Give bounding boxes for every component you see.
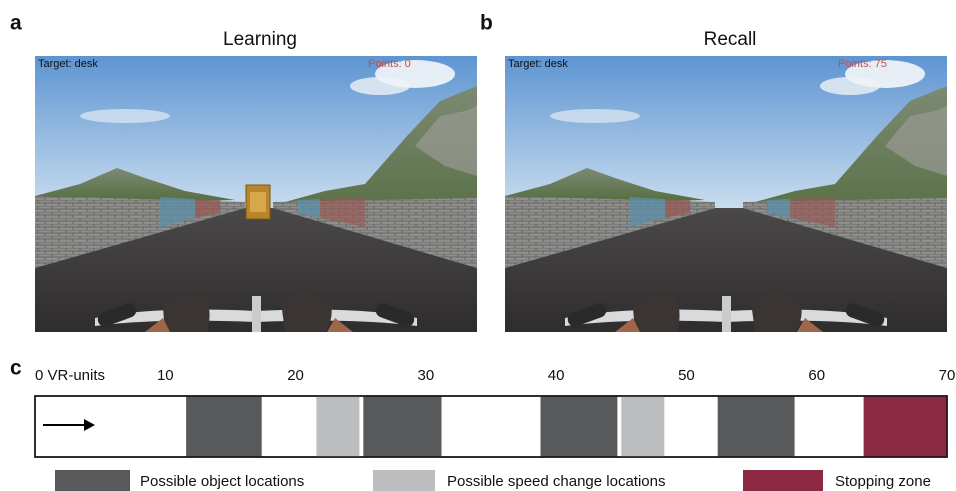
speed-zone (621, 396, 665, 457)
tick-label: 50 (678, 367, 695, 384)
arrow-head (84, 419, 95, 431)
legend-label: Possible object locations (140, 473, 304, 490)
tick-label: 40 (548, 367, 565, 384)
tick-label: 30 (418, 367, 435, 384)
object-zone (363, 396, 442, 457)
points-label: Points: 75 (838, 58, 887, 70)
legend-swatch (743, 470, 823, 491)
object-zone (540, 396, 618, 457)
legend-label: Stopping zone (835, 473, 931, 490)
tick-label: 70 (939, 367, 956, 384)
target-object-face (250, 192, 266, 212)
legend-swatch (373, 470, 435, 491)
target-label: Target: desk (38, 58, 98, 70)
panel-title: Recall (704, 29, 757, 50)
game-scene (505, 56, 947, 332)
object-zone (717, 396, 795, 457)
panels: a Learning Target: desk Points: 0 b Recall Tar… (10, 12, 947, 332)
legend: Possible object locations Possible speed … (55, 470, 931, 491)
panel-letter: c (10, 357, 22, 380)
legend-swatch (55, 470, 130, 491)
tick-label: 0 VR-units (35, 367, 105, 384)
tick-label: 20 (287, 367, 304, 384)
object-zone (186, 396, 262, 457)
track: c 0 VR-units 10 20 30 40 50 60 70 (10, 357, 956, 458)
panel-title: Learning (223, 29, 297, 50)
legend-label: Possible speed change locations (447, 473, 665, 490)
target-label: Target: desk (508, 58, 568, 70)
panel-letter: b (480, 12, 493, 35)
points-label: Points: 0 (368, 58, 411, 70)
track-border (34, 395, 948, 458)
panel-letter: a (10, 12, 22, 35)
track-outline (34, 395, 948, 458)
speed-zone (316, 396, 360, 457)
tick-label: 10 (157, 367, 174, 384)
tick-label: 60 (808, 367, 825, 384)
stop-zone (863, 396, 947, 457)
